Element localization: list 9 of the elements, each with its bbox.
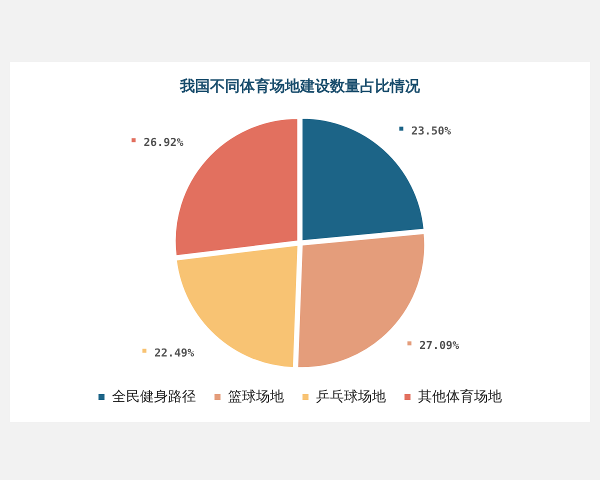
data-label: 23.50% <box>411 124 452 138</box>
data-label: 27.09% <box>419 339 460 352</box>
legend-label: 全民健身路径 <box>112 388 196 404</box>
legend-label: 乒乓球场地 <box>316 388 386 404</box>
data-label: 22.49% <box>154 346 194 360</box>
legend-label: 篮球场地 <box>228 388 284 404</box>
data-label: 26.92% <box>144 136 184 150</box>
legend-label: 其他体育场地 <box>418 388 502 404</box>
chart-title: 我国不同体育场地建设数量占比情况 <box>179 76 421 95</box>
